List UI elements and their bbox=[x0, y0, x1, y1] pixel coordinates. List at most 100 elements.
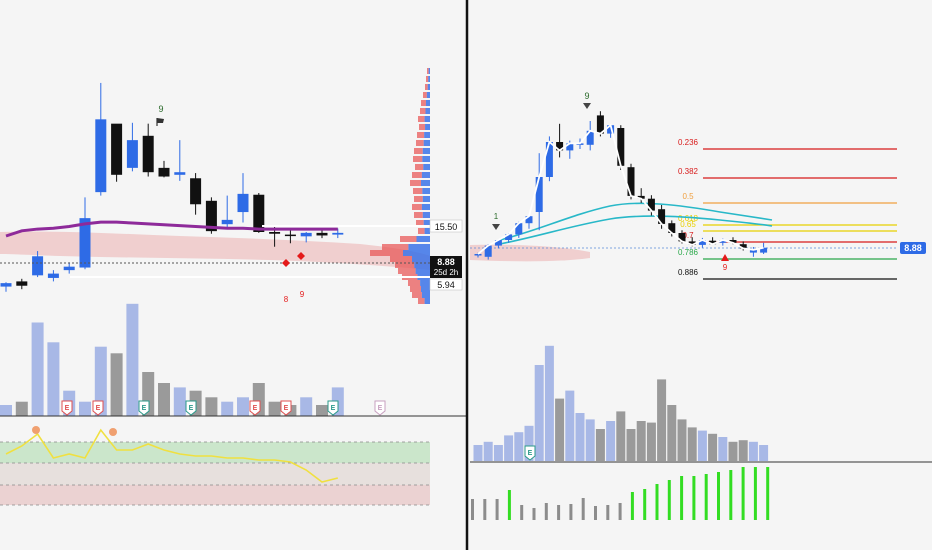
volume-bar bbox=[697, 430, 707, 461]
left-sequence-bottom-count: 9 bbox=[300, 290, 305, 299]
candle-body bbox=[47, 273, 59, 278]
profile-bar-blue bbox=[425, 108, 430, 114]
profile-bar-red bbox=[414, 196, 423, 202]
momentum-bar bbox=[495, 499, 499, 520]
candle-body bbox=[647, 198, 655, 211]
volume-bar bbox=[514, 432, 524, 461]
earnings-marker-letter: E bbox=[253, 405, 258, 412]
candle-body bbox=[126, 140, 138, 168]
rsi-oversold-zone bbox=[0, 485, 430, 505]
candle-body bbox=[205, 200, 217, 232]
right-sequence-top-count: 9 bbox=[584, 91, 589, 101]
momentum-bar bbox=[557, 505, 561, 520]
earnings-marker-icon[interactable]: E bbox=[185, 400, 197, 416]
momentum-bar bbox=[507, 490, 511, 520]
earnings-marker-icon[interactable]: E bbox=[92, 400, 104, 416]
candle-body bbox=[142, 135, 154, 173]
momentum-bar bbox=[753, 467, 757, 520]
left-red-diamond-icon bbox=[297, 252, 305, 260]
volume-bar bbox=[759, 445, 769, 461]
profile-bar-blue bbox=[428, 76, 430, 82]
profile-bar-blue bbox=[423, 140, 430, 146]
profile-bar-red bbox=[417, 132, 425, 138]
ema-line-lower bbox=[499, 215, 773, 245]
earnings-marker-letter: E bbox=[284, 405, 289, 412]
fib-level-label: 0.7 bbox=[682, 231, 694, 240]
candle-body bbox=[617, 128, 625, 166]
profile-bar-red bbox=[412, 292, 422, 298]
momentum-bar bbox=[643, 489, 647, 520]
candle-body bbox=[739, 244, 747, 249]
earnings-marker-icon[interactable]: E bbox=[327, 400, 339, 416]
profile-bar-red bbox=[414, 148, 423, 154]
earnings-marker-icon[interactable]: E bbox=[138, 400, 150, 416]
candle-body bbox=[760, 247, 768, 253]
earnings-marker-icon[interactable]: E bbox=[280, 400, 292, 416]
current-price-label: 8.88 bbox=[437, 257, 455, 267]
volume-bar bbox=[677, 419, 687, 461]
profile-bar-blue bbox=[422, 148, 430, 154]
volume-bar bbox=[555, 398, 565, 461]
volume-bar bbox=[110, 353, 123, 416]
candle-body bbox=[729, 240, 737, 243]
right-volume-bars bbox=[473, 345, 769, 461]
volume-bar bbox=[79, 401, 91, 416]
volume-bar bbox=[636, 421, 646, 461]
candle-body bbox=[668, 223, 676, 233]
volume-bar bbox=[667, 405, 677, 461]
right-sequence-bottom-count: 9 bbox=[723, 263, 728, 272]
candle-body bbox=[607, 125, 615, 134]
earnings-marker-icon[interactable]: E bbox=[61, 400, 73, 416]
volume-bar bbox=[316, 405, 328, 416]
candle-body bbox=[474, 254, 482, 256]
profile-bar-red bbox=[408, 280, 421, 286]
candle-body bbox=[556, 142, 564, 151]
candle-body bbox=[637, 195, 645, 199]
fib-level-label: 0.5 bbox=[682, 192, 694, 201]
volume-bar bbox=[31, 322, 44, 416]
volume-bar bbox=[0, 405, 12, 416]
candle-body bbox=[545, 142, 553, 177]
profile-bar-blue bbox=[428, 68, 430, 74]
candle-body bbox=[749, 249, 757, 253]
profile-bar-blue bbox=[421, 292, 430, 298]
profile-bar-red bbox=[420, 108, 426, 114]
volume-bar bbox=[158, 383, 170, 416]
volume-bar bbox=[493, 445, 503, 461]
resistance-price-label: 15.50 bbox=[435, 222, 458, 232]
earnings-marker-letter: E bbox=[189, 405, 194, 412]
candle-body bbox=[658, 209, 666, 224]
earnings-marker-icon[interactable]: E bbox=[374, 400, 386, 416]
profile-bar-blue bbox=[423, 220, 430, 226]
profile-bar-blue bbox=[416, 236, 430, 242]
left-rsi-pane bbox=[0, 426, 430, 506]
volume-bar bbox=[687, 427, 697, 461]
earnings-marker-letter: E bbox=[65, 405, 70, 412]
profile-bar-blue bbox=[420, 280, 430, 286]
profile-bar-red bbox=[418, 228, 425, 234]
profile-bar-red bbox=[410, 180, 421, 186]
left-chart-panel[interactable]: 15.50 8.88 25d 2h 5.94 9 8 9 E E E E E E E E bbox=[0, 0, 466, 550]
left-moving-average-cloud bbox=[0, 231, 430, 270]
profile-bar-red bbox=[426, 76, 429, 82]
profile-bar-red bbox=[427, 68, 429, 74]
rsi-overbought-zone bbox=[0, 442, 430, 463]
profile-bar-blue bbox=[424, 298, 430, 304]
profile-bar-red bbox=[425, 84, 428, 90]
profile-bar-red bbox=[398, 268, 416, 274]
candle-body bbox=[174, 172, 186, 175]
candle-body bbox=[698, 240, 706, 245]
momentum-bar bbox=[520, 505, 524, 520]
profile-bar-blue bbox=[424, 132, 430, 138]
earnings-marker-icon[interactable]: E bbox=[249, 400, 261, 416]
profile-bar-blue bbox=[423, 164, 430, 170]
candle-body bbox=[158, 167, 170, 177]
candle-body bbox=[505, 234, 513, 240]
right-moving-average-cloud bbox=[470, 244, 590, 262]
candle-body bbox=[719, 240, 727, 243]
momentum-bar bbox=[766, 467, 770, 520]
volume-bar bbox=[483, 441, 493, 461]
